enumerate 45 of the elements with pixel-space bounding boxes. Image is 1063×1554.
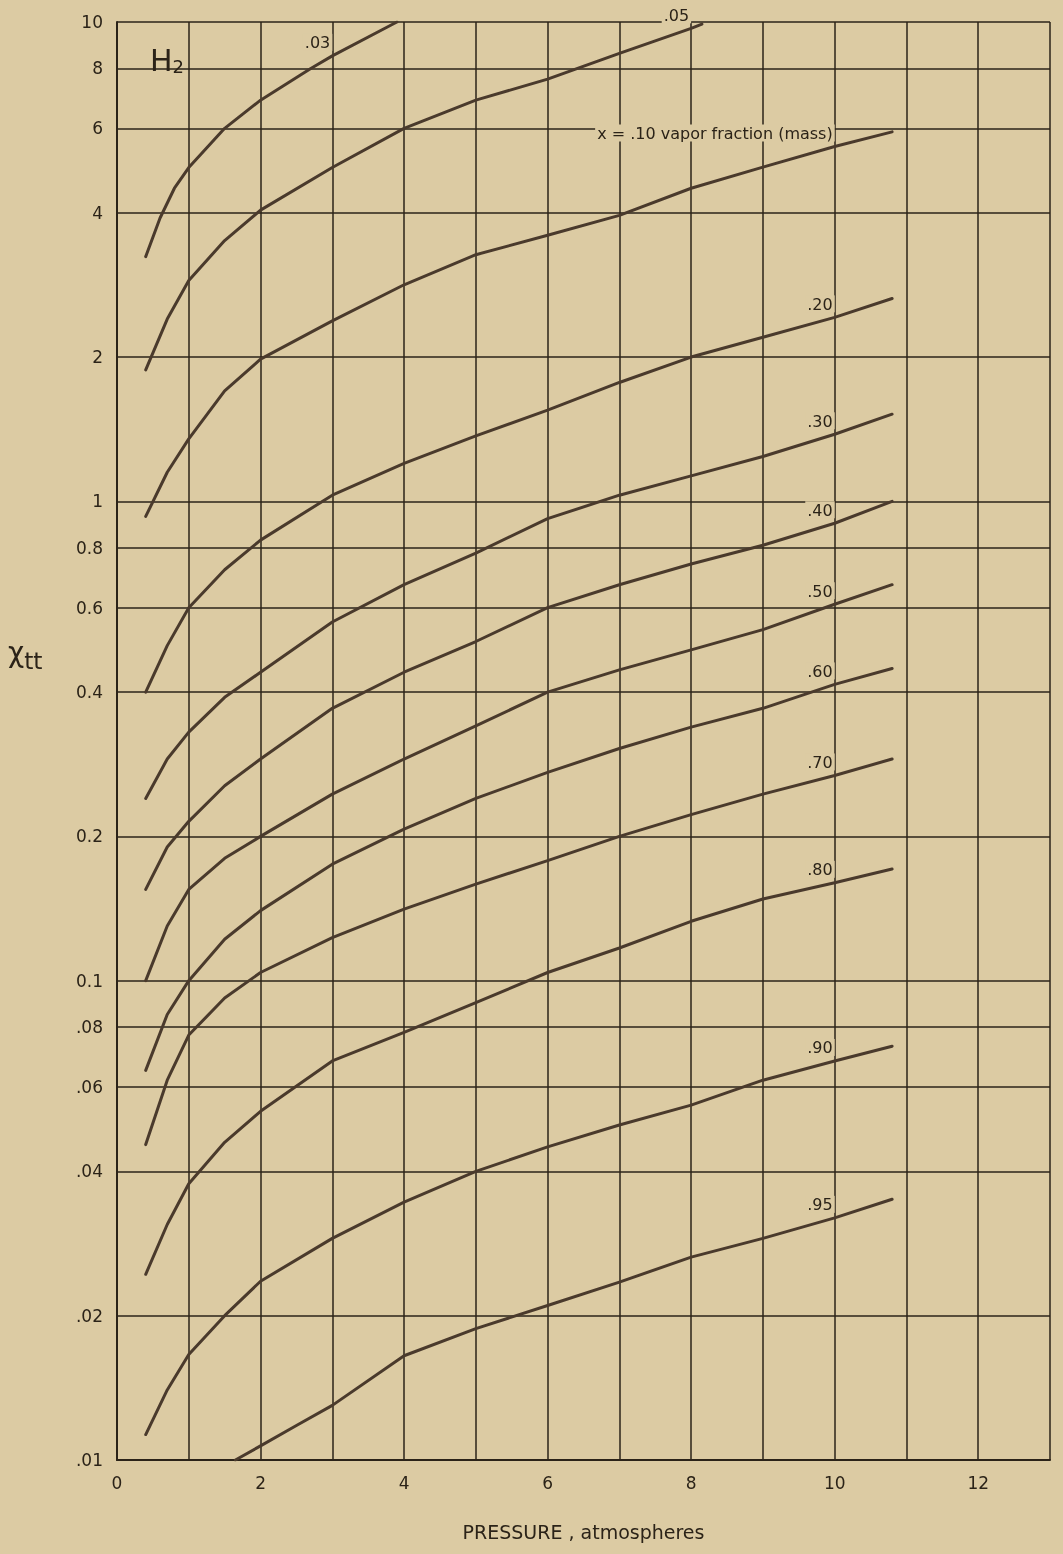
line-series <box>144 296 894 694</box>
y-tick-label: 6 <box>92 118 103 139</box>
series-label: .90 <box>807 1038 833 1058</box>
x-tick-label: 6 <box>542 1472 554 1493</box>
y-tick-label: 0.2 <box>75 826 103 847</box>
y-tick-label: .01 <box>75 1450 103 1470</box>
x-tick-label: 4 <box>398 1472 410 1493</box>
x-tick-label: 2 <box>255 1472 266 1493</box>
series-label: .80 <box>807 860 833 880</box>
y-tick-label: 0.6 <box>75 597 103 618</box>
series-label: .70 <box>807 752 833 772</box>
line-series <box>144 583 894 983</box>
line-series <box>144 757 894 1147</box>
series-label: .95 <box>807 1195 833 1215</box>
line-series <box>144 499 894 891</box>
y-axis-title: χ$_{tt}$ <box>8 636 43 675</box>
line-series <box>144 412 894 800</box>
y-tick-label: .06 <box>75 1077 103 1098</box>
x-tick-label: 10 <box>823 1472 846 1493</box>
y-tick-label: 4 <box>92 202 103 223</box>
x-tick-label: 0 <box>111 1472 123 1493</box>
y-tick-label: 8 <box>92 58 103 79</box>
x-tick-label: 8 <box>685 1472 697 1493</box>
x-tick-label: 12 <box>967 1472 990 1493</box>
y-tick-label: 1 <box>92 491 103 512</box>
y-tick-label: 0.4 <box>75 682 103 703</box>
y-tick-label: 0.1 <box>75 970 103 991</box>
y-tick-label: .02 <box>75 1305 103 1326</box>
y-tick-label: 0.8 <box>75 537 103 558</box>
series-label: .30 <box>807 411 833 431</box>
y-tick-label: .08 <box>75 1017 103 1038</box>
y-tick-label: .04 <box>75 1161 103 1182</box>
series-label: .20 <box>807 294 833 314</box>
series-label: .40 <box>807 500 833 520</box>
x-axis-title: PRESSURE , atmospheres <box>462 1520 705 1543</box>
line-series <box>144 20 399 259</box>
y-tick-label: 2 <box>92 347 103 368</box>
y-tick-label: 10 <box>81 12 103 32</box>
series-label: .03 <box>304 33 331 53</box>
series-label: .50 <box>807 581 833 601</box>
line-series <box>144 666 894 1072</box>
line-series <box>233 1197 894 1462</box>
series-label: x = .10 vapor fraction (mass) <box>597 123 833 143</box>
series-label: .05 <box>663 5 690 25</box>
series-label: .60 <box>807 661 833 681</box>
